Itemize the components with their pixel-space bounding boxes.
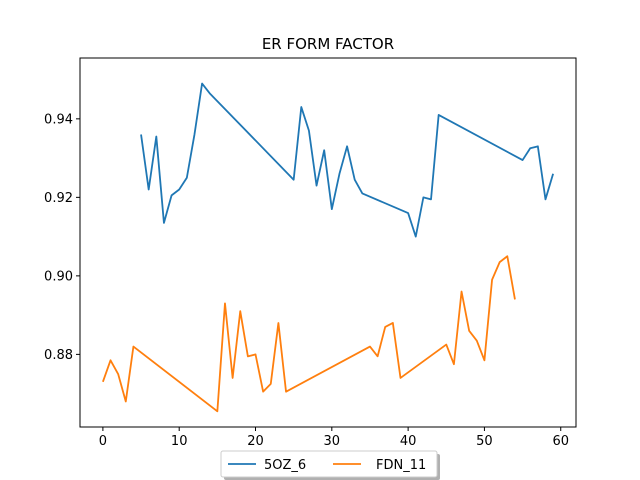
x-tick-label: 20 (247, 434, 264, 449)
legend-box (220, 450, 438, 478)
x-tick-label: 60 (552, 434, 569, 449)
y-axis: 0.88 0.90 0.92 0.94 (44, 112, 80, 363)
x-tick-label: 30 (324, 434, 341, 449)
y-tick-label: 0.94 (44, 112, 73, 127)
x-tick-label: 10 (171, 434, 188, 449)
plot-area-frame (79, 57, 577, 428)
x-tick-label: 40 (400, 434, 417, 449)
x-tick-label: 50 (476, 434, 493, 449)
y-tick-label: 0.88 (44, 348, 73, 363)
series-layer (102, 82, 554, 413)
series-line-fdn-11 (102, 255, 516, 413)
y-tick-label: 0.90 (44, 269, 73, 284)
legend-label-fdn-11: FDN_11 (376, 458, 426, 473)
x-axis: 0 10 20 30 40 50 60 (99, 427, 569, 449)
series-line-5oz-6 (140, 82, 554, 238)
chart-title: ER FORM FACTOR (262, 35, 394, 53)
legend-label-5oz-6: 5OZ_6 (264, 458, 306, 473)
x-tick-label: 0 (99, 434, 107, 449)
legend: 5OZ_6 FDN_11 (220, 450, 440, 480)
y-tick-label: 0.92 (44, 191, 73, 206)
